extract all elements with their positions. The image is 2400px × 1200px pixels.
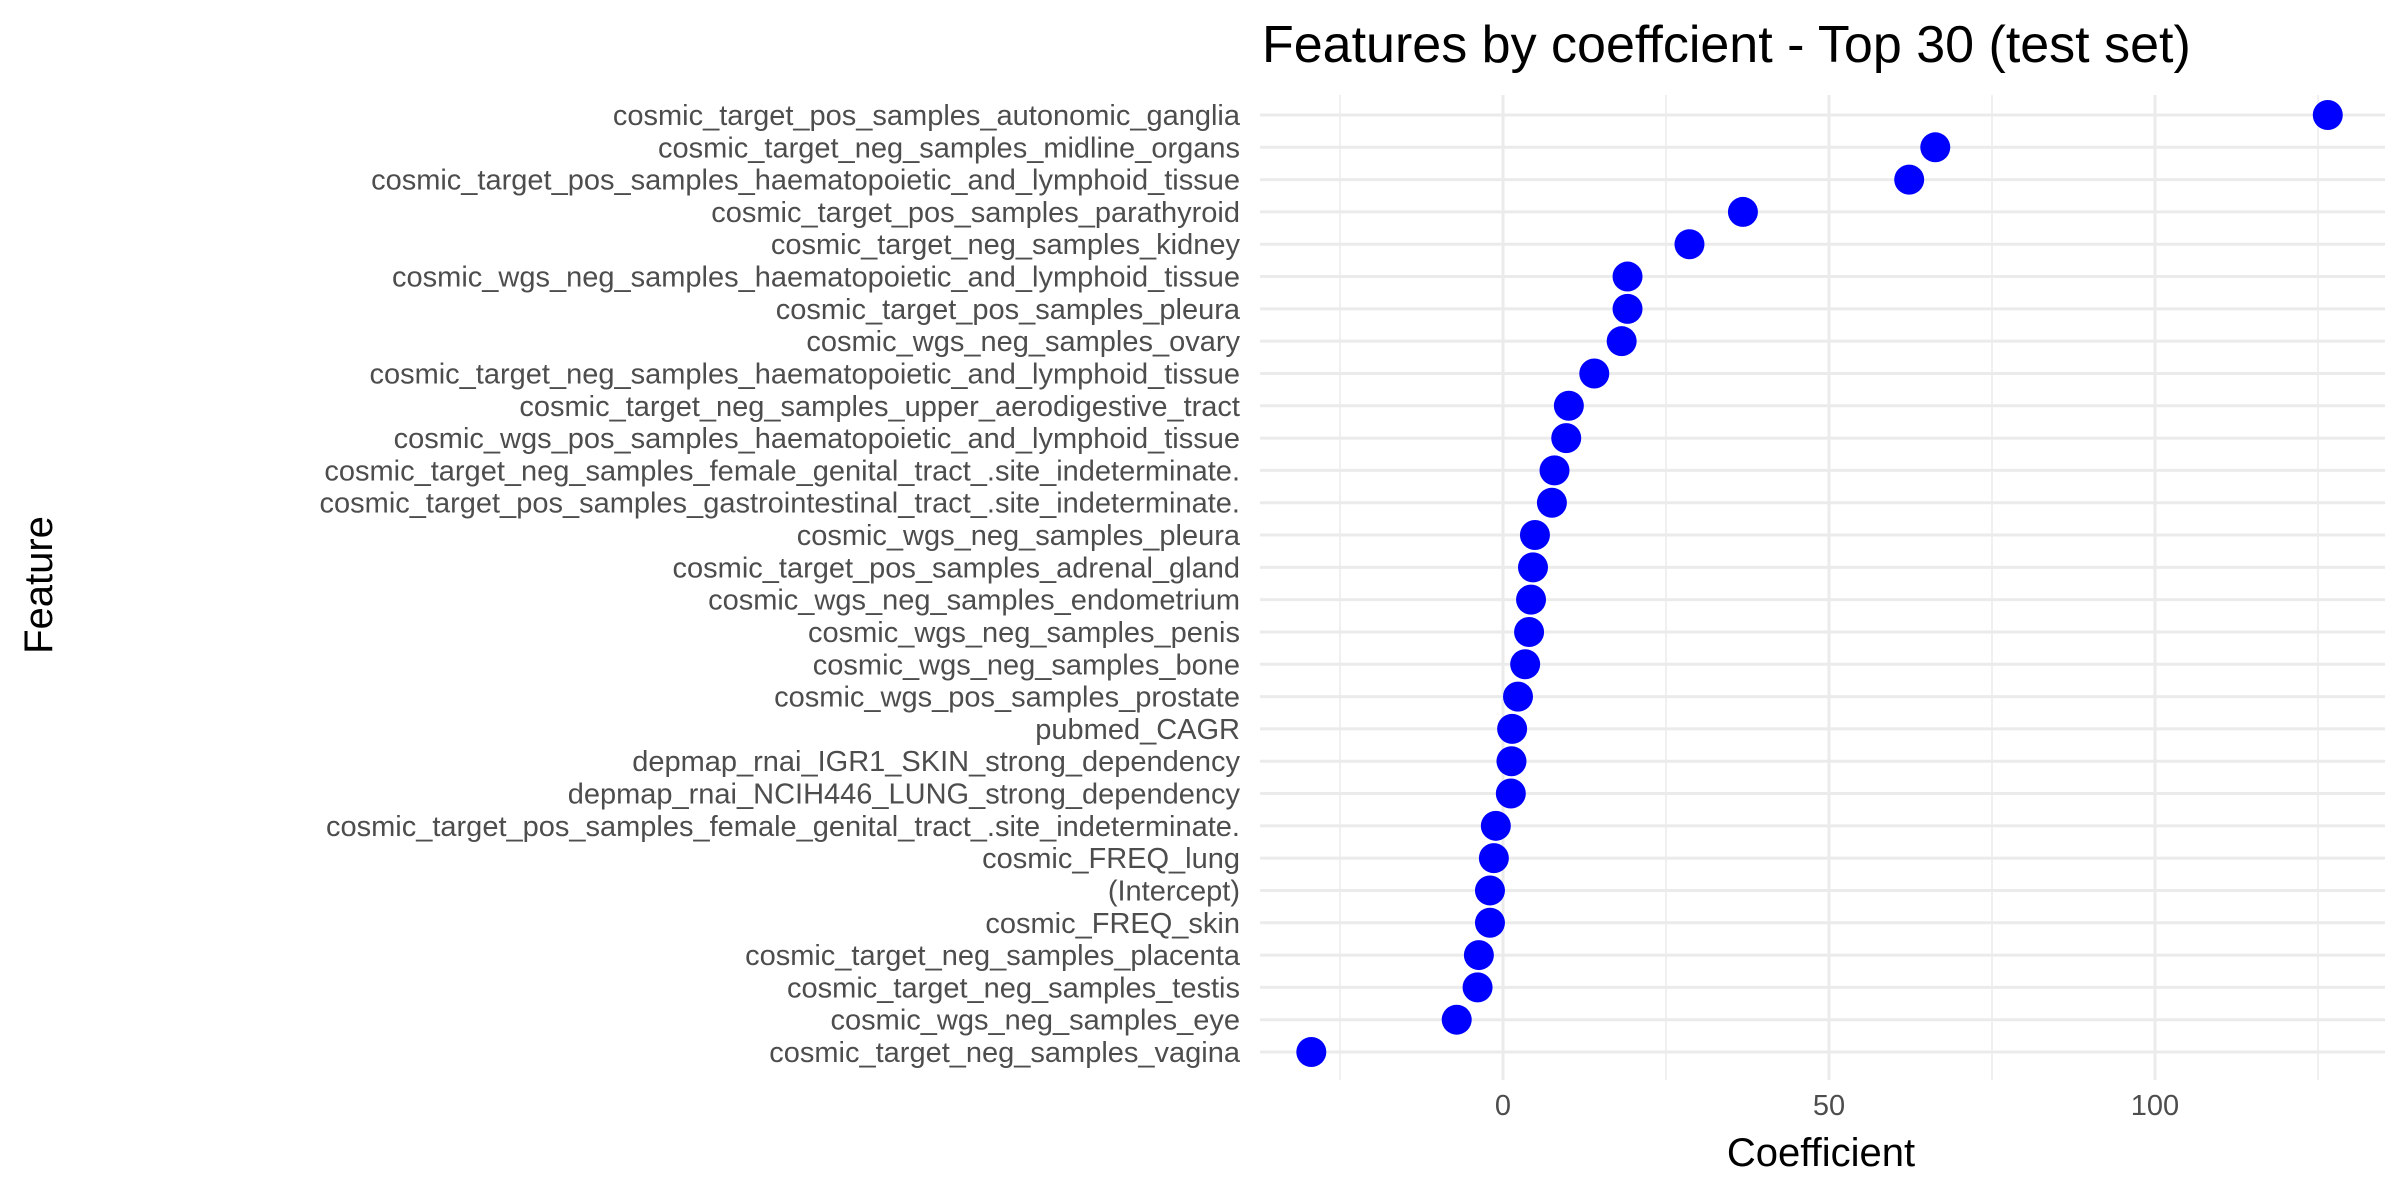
data-point bbox=[1674, 229, 1705, 260]
y-tick-label: cosmic_target_neg_samples_placenta bbox=[745, 940, 1241, 972]
y-tick-label: cosmic_wgs_pos_samples_haematopoietic_an… bbox=[394, 423, 1240, 455]
data-point bbox=[1496, 746, 1527, 777]
y-tick-label: cosmic_target_pos_samples_haematopoietic… bbox=[371, 165, 1240, 197]
y-tick-label: cosmic_wgs_neg_samples_pleura bbox=[797, 520, 1241, 552]
data-point bbox=[1612, 293, 1643, 324]
y-tick-label: cosmic_target_pos_samples_autonomic_gang… bbox=[613, 100, 1241, 132]
y-tick-label: cosmic_target_pos_samples_adrenal_gland bbox=[673, 552, 1240, 584]
data-point bbox=[1536, 487, 1567, 518]
data-point bbox=[1463, 940, 1494, 971]
data-point bbox=[1474, 907, 1505, 938]
data-point bbox=[1514, 616, 1545, 647]
data-point bbox=[2312, 100, 2343, 130]
data-point bbox=[1474, 875, 1505, 906]
y-tick-label: cosmic_target_neg_samples_midline_organs bbox=[658, 132, 1240, 164]
y-tick-label: cosmic_target_pos_samples_female_genital… bbox=[326, 811, 1240, 843]
y-tick-label: cosmic_wgs_neg_samples_eye bbox=[831, 1005, 1240, 1037]
x-tick-label: 100 bbox=[2131, 1090, 2179, 1122]
y-tick-label: cosmic_target_neg_samples_kidney bbox=[771, 229, 1241, 261]
data-point bbox=[1441, 1004, 1472, 1035]
y-tick-label: cosmic_wgs_neg_samples_ovary bbox=[806, 326, 1240, 358]
x-axis-title: Coefficient bbox=[1727, 1131, 1915, 1175]
y-tick-label: cosmic_target_pos_samples_parathyroid bbox=[711, 197, 1240, 229]
data-point bbox=[1920, 132, 1951, 163]
y-tick-label: depmap_rnai_IGR1_SKIN_strong_dependency bbox=[632, 746, 1240, 778]
data-point bbox=[1510, 649, 1541, 680]
grid-lines bbox=[1260, 95, 2385, 1080]
y-tick-label: (Intercept) bbox=[1108, 875, 1240, 907]
y-tick-label: cosmic_wgs_pos_samples_prostate bbox=[774, 682, 1240, 714]
y-tick-label: depmap_rnai_NCIH446_LUNG_strong_dependen… bbox=[568, 779, 1241, 811]
data-point bbox=[1462, 972, 1493, 1003]
y-tick-label: cosmic_target_neg_samples_haematopoietic… bbox=[369, 358, 1240, 390]
data-point bbox=[1296, 1037, 1327, 1067]
x-tick-label: 0 bbox=[1495, 1090, 1511, 1122]
y-tick-label: cosmic_target_neg_samples_testis bbox=[787, 972, 1240, 1004]
y-tick-labels: cosmic_target_pos_samples_autonomic_gang… bbox=[320, 100, 1241, 1069]
x-tick-label: 50 bbox=[1813, 1090, 1845, 1122]
data-point bbox=[1516, 584, 1547, 615]
y-tick-label: cosmic_target_neg_samples_upper_aerodige… bbox=[519, 391, 1240, 423]
data-point bbox=[1553, 390, 1584, 421]
y-tick-label: cosmic_wgs_neg_samples_haematopoietic_an… bbox=[392, 262, 1240, 294]
data-point bbox=[1478, 843, 1509, 874]
y-tick-label: cosmic_target_neg_samples_female_genital… bbox=[324, 455, 1240, 487]
x-tick-labels: 0 50 100 bbox=[1495, 1090, 2179, 1122]
data-point bbox=[1517, 552, 1548, 583]
data-points bbox=[1296, 100, 2343, 1067]
y-tick-label: cosmic_wgs_neg_samples_bone bbox=[813, 649, 1240, 681]
y-tick-label: cosmic_target_neg_samples_vagina bbox=[769, 1037, 1241, 1069]
chart-title: Features by coeffcient - Top 30 (test se… bbox=[1262, 16, 2191, 74]
data-point bbox=[1727, 196, 1758, 227]
y-tick-label: cosmic_FREQ_lung bbox=[982, 843, 1240, 875]
y-tick-label: pubmed_CAGR bbox=[1035, 714, 1240, 746]
y-tick-label: cosmic_target_pos_samples_gastrointestin… bbox=[320, 488, 1240, 520]
data-point bbox=[1606, 326, 1637, 357]
data-point bbox=[1612, 261, 1643, 292]
data-point bbox=[1502, 681, 1533, 712]
data-point bbox=[1894, 164, 1925, 195]
data-point bbox=[1480, 810, 1511, 841]
y-tick-label: cosmic_wgs_neg_samples_penis bbox=[808, 617, 1240, 649]
data-point bbox=[1579, 358, 1610, 389]
data-point bbox=[1539, 455, 1570, 486]
y-tick-label: cosmic_target_pos_samples_pleura bbox=[776, 294, 1241, 326]
y-tick-label: cosmic_wgs_neg_samples_endometrium bbox=[708, 585, 1240, 617]
data-point bbox=[1497, 713, 1528, 744]
data-point bbox=[1551, 423, 1582, 454]
data-point bbox=[1519, 520, 1550, 551]
y-axis-title: Feature bbox=[17, 516, 61, 654]
y-tick-label: cosmic_FREQ_skin bbox=[985, 908, 1240, 940]
data-point bbox=[1495, 778, 1526, 809]
